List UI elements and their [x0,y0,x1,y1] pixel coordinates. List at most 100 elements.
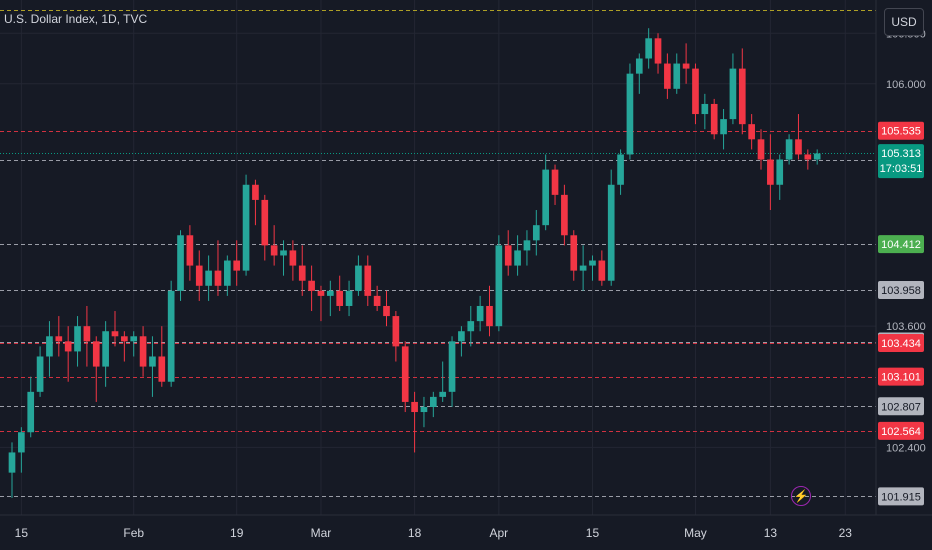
price-tick-label: 103.600 [886,321,926,333]
price-badge [878,333,924,352]
candle-body [514,250,521,266]
candle-body [92,341,100,367]
candle-body [373,295,381,306]
candle-body [757,139,765,160]
candle-body [355,265,362,291]
countdown-label: 17:03:51 [880,163,923,175]
candle-body [635,58,643,74]
price-badge [878,397,924,416]
price-badge [878,235,924,254]
candle-body [336,290,344,306]
price-badge [878,121,924,140]
price-badge-label: 102.807 [881,401,921,413]
candle-body [776,159,784,185]
price-badge-label: 103.101 [881,372,921,384]
candle-body [589,260,596,266]
candle-body [429,396,437,407]
last-price-label: 105.313 [881,148,921,160]
candle-body [252,184,259,200]
candle-body [177,235,184,291]
candle-body [64,341,72,352]
candles [8,28,821,498]
candle-body [813,153,821,160]
candle-body [448,341,456,392]
candle-body [298,265,306,281]
candle-body [551,169,559,195]
candle-body [364,265,372,296]
time-tick-label: Feb [123,526,144,540]
candle-body [18,432,25,453]
candle-body [383,305,390,317]
price-badge-label: 104.412 [881,239,921,251]
candle-body [167,290,175,382]
price-badge-label: 103.958 [881,285,921,297]
candle-body [186,235,194,266]
candle-body [130,336,138,342]
chart-title: U.S. Dollar Index, 1D, TVC [4,12,148,26]
time-tick-label: 18 [408,526,422,540]
candle-body [74,326,81,352]
candle-body [270,245,278,256]
candle-body [710,103,718,135]
time-tick-label: 13 [764,526,778,540]
time-tick-label: 19 [230,526,244,540]
candle-body [317,290,325,296]
candle-body [476,305,484,322]
time-tick-label: Apr [490,526,509,540]
candle-body [102,331,109,367]
candle-body [121,336,128,342]
candle-body [149,356,156,367]
candle-body [570,235,578,271]
price-badge-label: 105.535 [881,126,921,138]
candle-body [598,260,606,281]
candle-body [261,199,269,246]
price-badge-label: 101.915 [881,491,921,503]
price-badge [878,281,924,300]
candle-body [224,260,231,286]
candle-body [401,346,409,402]
candle-body [36,356,44,392]
candle-body [345,290,353,306]
horizontal-levels [0,10,876,497]
price-badge [878,487,924,506]
candle-body [495,245,503,327]
lightning-icon[interactable]: ⚡ [791,486,811,506]
candle-body [654,38,662,64]
candle-body [579,265,587,271]
candle-body [701,103,709,115]
candle-body [738,68,746,125]
price-badge [878,421,924,440]
candle-body [785,139,793,160]
candle-body [289,250,297,266]
time-axis[interactable]: 15 Feb 19 Mar 18 Apr 15 May 13 23 [15,526,853,540]
candle-body [55,336,63,342]
time-tick-label: 15 [15,526,29,540]
candle-body [645,38,652,59]
candle-body [158,356,166,382]
currency-button[interactable]: USD [884,8,924,36]
candle-body [411,401,418,413]
candle-body [27,391,35,433]
candle-body [532,225,540,241]
candle-body [467,321,475,332]
price-tick-label: 102.400 [886,442,926,454]
time-tick-label: May [684,526,707,540]
candle-body [504,245,512,266]
candle-body [748,124,755,140]
candle-body [664,63,671,89]
candle-body [607,184,615,281]
time-tick-label: 23 [839,526,853,540]
time-tick-label: 15 [586,526,600,540]
candle-body [139,336,147,367]
candle-body [242,184,250,271]
candle-body [458,331,465,342]
candle-body [682,63,690,69]
candle-body [673,63,681,89]
candle-body [486,305,493,327]
candle-body [195,265,203,286]
candle-body [111,331,119,337]
candle-body [280,250,287,256]
candle-body [720,119,727,135]
